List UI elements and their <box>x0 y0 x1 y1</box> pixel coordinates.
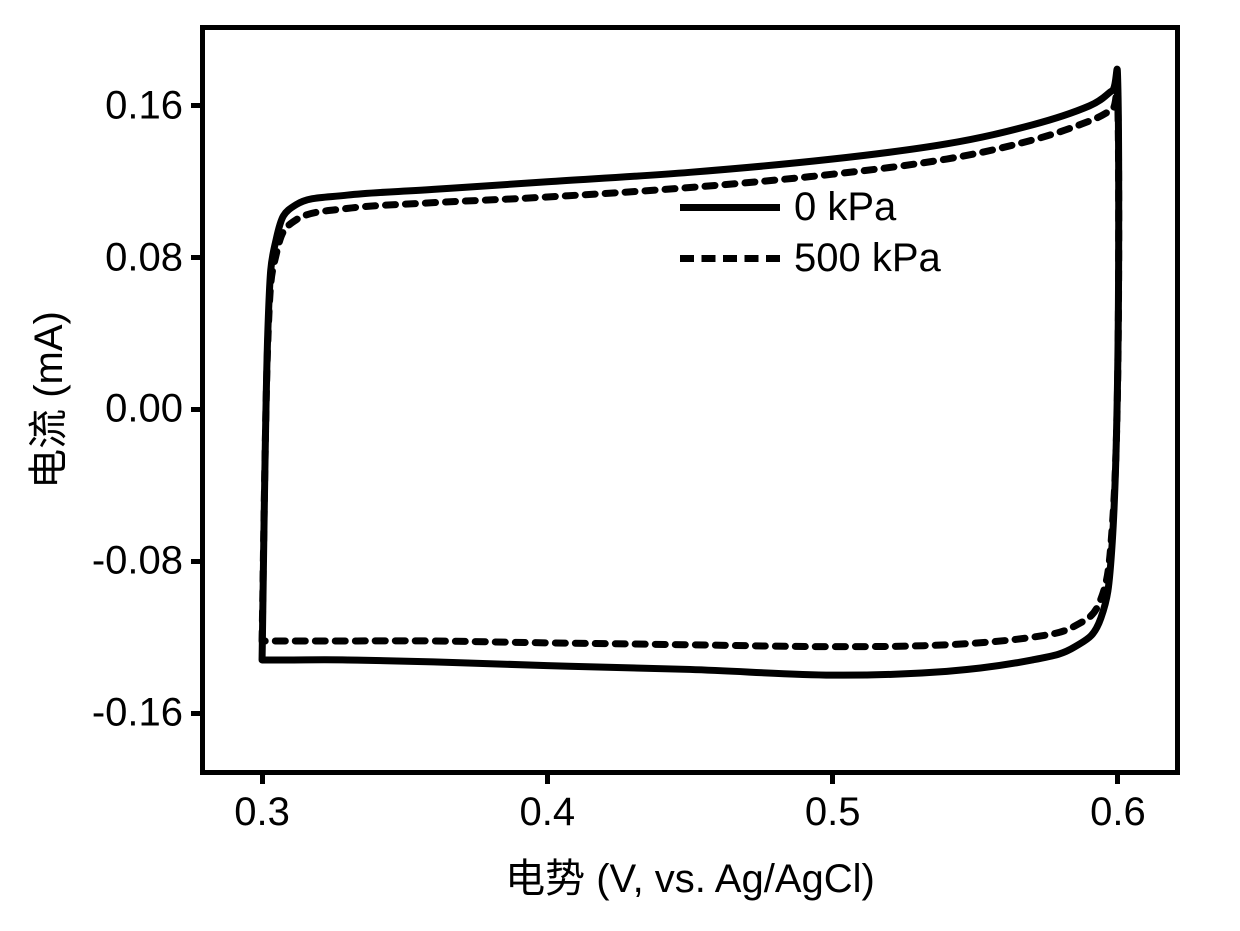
x-tick-label: 0.5 <box>805 790 861 835</box>
legend-item: 0 kPa <box>680 185 941 230</box>
x-tick <box>1115 770 1120 784</box>
y-tick-label: 0.08 <box>105 235 183 280</box>
plot-border-right <box>1175 25 1180 775</box>
x-tick <box>545 770 550 784</box>
cv-figure: 0.3 0.4 0.5 0.6 -0.16 -0.08 0.00 0.08 0.16 电势 (… <box>0 0 1240 931</box>
x-tick <box>260 770 265 784</box>
plot-border-left <box>200 25 205 775</box>
x-tick <box>830 770 835 784</box>
y-axis-label: 电流 (mA) <box>16 311 74 489</box>
legend-label: 0 kPa <box>794 185 896 230</box>
series-0-kPa <box>262 69 1119 675</box>
legend-label: 500 kPa <box>794 236 941 281</box>
plot-border-top <box>200 25 1180 30</box>
legend: 0 kPa 500 kPa <box>680 185 941 287</box>
legend-swatch <box>680 255 780 262</box>
y-tick-label: -0.16 <box>92 691 183 736</box>
y-tick <box>191 559 205 564</box>
y-tick-label: 0.16 <box>105 83 183 128</box>
y-tick <box>191 103 205 108</box>
x-tick-label: 0.6 <box>1090 790 1146 835</box>
x-axis-label: 电势 (V, vs. Ag/AgCl) <box>505 846 875 904</box>
y-tick <box>191 407 205 412</box>
x-tick-label: 0.4 <box>520 790 576 835</box>
curves-layer <box>0 0 1240 931</box>
legend-swatch <box>680 204 780 211</box>
legend-item: 500 kPa <box>680 236 941 281</box>
plot-border-bottom <box>200 770 1180 775</box>
x-tick-label: 0.3 <box>234 790 290 835</box>
y-tick-label: 0.00 <box>105 387 183 432</box>
y-tick <box>191 711 205 716</box>
y-tick <box>191 255 205 260</box>
y-tick-label: -0.08 <box>92 539 183 584</box>
